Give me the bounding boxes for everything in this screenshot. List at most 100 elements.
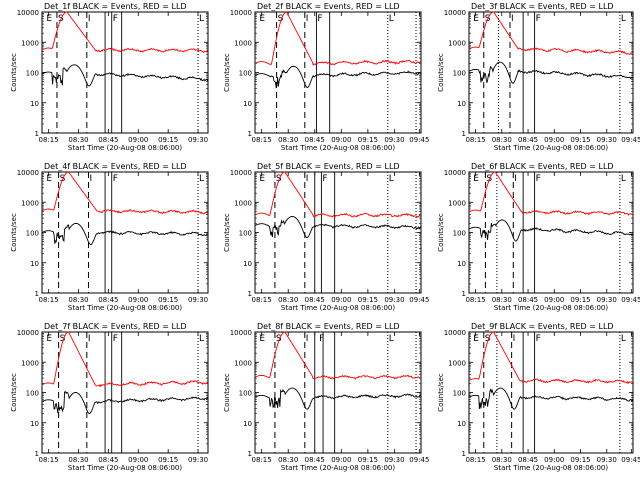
marker-label-S: S [276,334,282,344]
x-axis-label: Start Time (20-Aug-08 08:06:00) [281,144,395,152]
panel-1: Det_1f BLACK = Events, RED = LLD 1 10 100 10… [10,2,209,152]
x-tick-label: 09:30 [597,136,617,144]
y-axis-label: Counts/sec [10,213,18,252]
x-tick-label: 09:45 [621,296,640,304]
x-tick-label: 09:30 [597,456,617,464]
y-tick-label: 100 [453,390,466,398]
panel-title: Det_4f BLACK = Events, RED = LLD [44,162,187,171]
marker-label-E: E [46,174,52,184]
panel-9: Det_9f BLACK = Events, RED = LLD 1 10 100 10… [437,322,640,472]
y-tick-label: 10000 [17,9,39,17]
marker-label-F: F [113,334,118,344]
x-tick-label: 09:15 [358,136,378,144]
x-tick-label: 09:15 [358,456,378,464]
panel-7: Det_7f BLACK = Events, RED = LLD 1 10 100 10… [10,322,209,472]
x-tick-label: 08:45 [518,136,538,144]
marker-label-I: I [306,14,309,24]
y-tick-label: 100 [26,390,39,398]
y-tick-label: 1 [462,290,466,298]
y-tick-label: 100 [239,70,252,78]
series-line-lld [41,171,209,215]
series-line-lld [254,11,422,67]
marker-label-L: L [389,174,394,184]
y-tick-label: 1000 [448,359,466,367]
y-tick-label: 10000 [17,169,39,177]
y-tick-label: 1000 [21,39,39,47]
plot-frame [254,171,422,294]
y-tick-label: 1 [248,450,252,458]
x-tick-label: 09:45 [409,456,429,464]
marker-label-S: S [278,14,284,24]
y-tick-label: 10 [30,420,39,428]
plot-frame [41,11,209,134]
x-tick-label: 09:15 [158,456,178,464]
x-tick-label: 09:15 [570,456,590,464]
y-tick-label: 1 [462,130,466,138]
y-axis-label: Counts/sec [437,213,445,252]
y-axis-label: Counts/sec [437,53,445,92]
x-tick-label: 08:30 [492,456,512,464]
marker-label-E: E [473,334,479,344]
series-line-lld [41,331,209,388]
x-tick-label: 08:15 [252,456,272,464]
marker-label-F: F [113,14,118,24]
x-tick-label: 09:30 [384,136,404,144]
y-tick-label: 1 [248,130,252,138]
panel-title: Det_9f BLACK = Events, RED = LLD [471,322,614,331]
y-tick-label: 1000 [21,199,39,207]
y-tick-label: 100 [453,70,466,78]
y-tick-label: 10 [243,420,252,428]
marker-label-I: I [511,14,514,24]
marker-label-L: L [199,334,204,344]
x-tick-label: 09:00 [544,296,564,304]
marker-label-I: I [88,334,91,344]
panel-4: Det_4f BLACK = Events, RED = LLD 1 10 100 10… [10,162,209,312]
series-line-events [254,387,422,410]
x-tick-label: 09:15 [358,296,378,304]
x-tick-label: 08:30 [278,456,298,464]
marker-label-L: L [621,14,626,24]
x-tick-label: 09:00 [331,296,351,304]
x-tick-label: 08:30 [278,296,298,304]
x-tick-label: 08:45 [98,136,118,144]
x-tick-label: 09:30 [597,296,617,304]
x-axis-label: Start Time (20-Aug-08 08:06:00) [281,304,395,312]
y-tick-label: 1000 [234,199,252,207]
x-tick-label: 08:15 [39,136,59,144]
y-tick-label: 10000 [230,9,252,17]
x-tick-label: 08:45 [98,456,118,464]
marker-label-I: I [89,174,92,184]
y-tick-label: 1000 [21,359,39,367]
x-tick-label: 08:30 [492,136,512,144]
y-tick-label: 10000 [230,329,252,337]
y-tick-label: 10 [243,100,252,108]
x-tick-label: 09:00 [331,136,351,144]
x-tick-label: 08:30 [68,456,88,464]
marker-label-F: F [536,14,541,24]
y-axis-label: Counts/sec [10,53,18,92]
marker-label-I: I [513,334,516,344]
y-tick-label: 1000 [448,199,466,207]
x-tick-label: 09:15 [570,136,590,144]
x-tick-label: 09:15 [158,296,178,304]
y-tick-label: 10 [457,100,466,108]
y-tick-label: 10 [30,100,39,108]
y-tick-label: 1 [35,130,39,138]
panel-title: Det_2f BLACK = Events, RED = LLD [257,2,400,11]
series-line-events [254,65,422,89]
x-tick-label: 09:15 [570,296,590,304]
marker-label-F: F [319,334,324,344]
series-line-events [254,215,422,239]
panel-2: Det_2f BLACK = Events, RED = LLD 1 10 100 10… [223,2,429,152]
y-axis-label: Counts/sec [223,213,231,252]
y-tick-label: 1 [35,450,39,458]
y-tick-label: 10 [30,260,39,268]
marker-label-I: I [306,334,309,344]
x-tick-label: 09:00 [128,456,148,464]
x-tick-label: 08:15 [465,136,485,144]
marker-label-E: E [259,334,265,344]
y-tick-label: 100 [239,230,252,238]
x-tick-label: 09:15 [158,136,178,144]
marker-label-E: E [259,14,265,24]
